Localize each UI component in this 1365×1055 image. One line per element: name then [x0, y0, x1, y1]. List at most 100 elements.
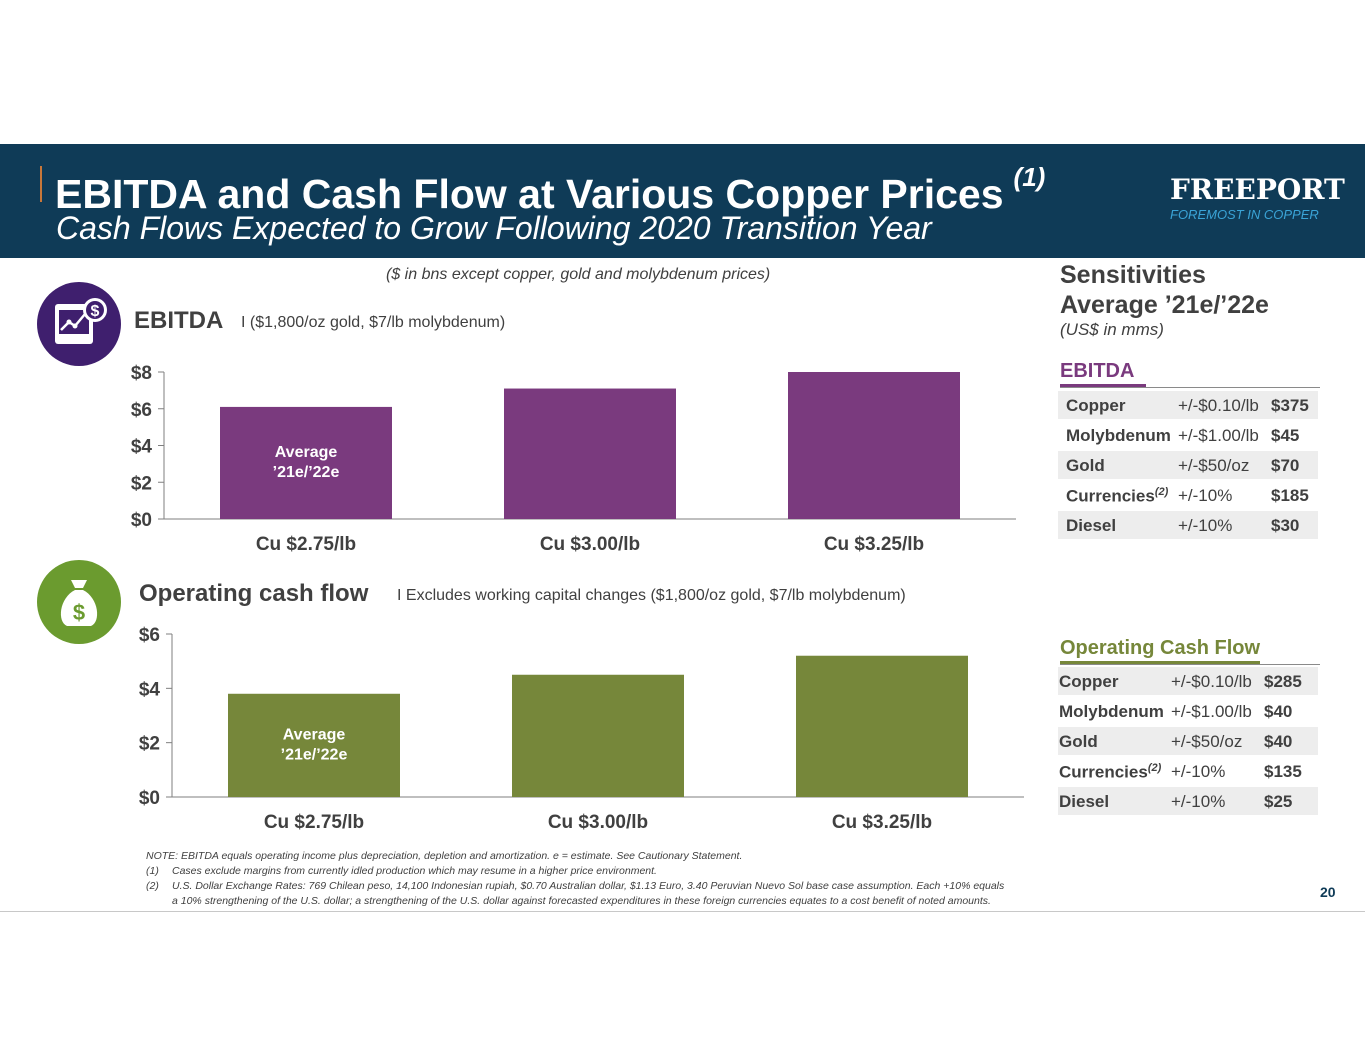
- footer-rule: [0, 911, 1365, 912]
- title-accent-bar: [40, 166, 42, 202]
- ocf-sensitivity-row: Currencies(2) +/-10% $135: [1058, 757, 1318, 785]
- ebitda-y-tick-label: $4: [131, 437, 153, 458]
- page-subtitle: Cash Flows Expected to Grow Following 20…: [56, 210, 932, 246]
- sensitivity-value: $185: [1271, 486, 1309, 505]
- sensitivity-value: $45: [1271, 426, 1300, 445]
- ocf-bar-annotation: Average: [283, 726, 346, 743]
- sensitivity-value: $40: [1264, 732, 1293, 751]
- sensitivity-change: +/-$50/oz: [1171, 732, 1243, 751]
- ocf-bar: [796, 655, 968, 797]
- sensitivity-change: +/-10%: [1178, 486, 1233, 505]
- sensitivity-value: $135: [1264, 762, 1302, 781]
- sensitivities-title: Sensitivities Average ’21e/’22e: [1060, 260, 1269, 320]
- ocf-y-tick-label: $0: [139, 788, 160, 809]
- sensitivity-item: Diesel: [1059, 792, 1110, 811]
- ocf-sensitivity-row: Diesel +/-10% $25: [1058, 787, 1318, 815]
- footnote-1-number: (1): [146, 865, 159, 877]
- footnote-2-number: (2): [146, 880, 159, 892]
- sensitivity-change: +/-10%: [1171, 792, 1226, 811]
- sensitivity-item: Molybdenum: [1066, 426, 1171, 445]
- ebitda-category-label: Cu $3.00/lb: [540, 534, 640, 555]
- footnote-2-continued: a 10% strengthening of the U.S. dollar; …: [172, 895, 991, 907]
- ebitda-category-label: Cu $3.25/lb: [824, 534, 924, 555]
- ocf-sensitivity-row: Molybdenum +/-$1.00/lb $40: [1058, 697, 1318, 725]
- ebitda-heading-underline: [1060, 384, 1146, 388]
- ebitda-subtitle: I ($1,800/oz gold, $7/lb molybdenum): [241, 314, 506, 331]
- sensitivity-change: +/-$1.00/lb: [1171, 702, 1252, 721]
- footnote-2-text-line1: U.S. Dollar Exchange Rates: 769 Chilean …: [172, 880, 1005, 892]
- sensitivities-title-line1: Sensitivities: [1060, 261, 1206, 289]
- sensitivity-change: +/-$0.10/lb: [1178, 396, 1259, 415]
- sensitivity-value: $375: [1271, 396, 1309, 415]
- ebitda-heading-rule: [1060, 387, 1320, 388]
- ocf-heading-rule: [1060, 664, 1320, 665]
- ebitda-y-tick-label: $6: [131, 400, 152, 421]
- sensitivity-item: Gold: [1066, 456, 1105, 475]
- sensitivity-value: $30: [1271, 516, 1300, 535]
- freeport-logo: FREEPORT FOREMOST IN COPPER: [1170, 173, 1345, 223]
- footnote-note: NOTE: EBITDA equals operating income plu…: [146, 850, 743, 862]
- sensitivity-change: +/-$1.00/lb: [1178, 426, 1259, 445]
- sensitivity-item-note: (2): [1147, 762, 1162, 774]
- sensitivity-change: +/-$0.10/lb: [1171, 672, 1252, 691]
- ebitda-sensitivity-row: Currencies(2) +/-10% $185: [1058, 481, 1318, 509]
- ebitda-y-tick-label: $0: [131, 510, 152, 531]
- sensitivity-change: +/-10%: [1171, 762, 1226, 781]
- svg-text:$: $: [73, 600, 85, 625]
- ocf-y-tick-label: $4: [139, 679, 161, 700]
- ocf-category-label: Cu $2.75/lb: [264, 812, 364, 833]
- ocf-y-tick-label: $6: [139, 625, 160, 646]
- sensitivity-value: $40: [1264, 702, 1293, 721]
- ebitda-bar: [788, 372, 960, 519]
- svg-text:$: $: [91, 303, 100, 320]
- page-title: EBITDA and Cash Flow at Various Copper P…: [55, 162, 1046, 217]
- ebitda-sensitivity-row: Gold +/-$50/oz $70: [1058, 451, 1318, 479]
- ebitda-title: EBITDA: [134, 307, 224, 334]
- footnotes: NOTE: EBITDA equals operating income plu…: [146, 849, 1004, 909]
- sensitivity-change: +/-$50/oz: [1178, 456, 1250, 475]
- dollar-chart-icon: $: [37, 282, 121, 366]
- sensitivity-value: $285: [1264, 672, 1302, 691]
- logo-tagline: FOREMOST IN COPPER: [1170, 207, 1319, 222]
- sensitivity-item: Copper: [1059, 672, 1119, 691]
- ebitda-table-heading: EBITDA: [1060, 360, 1135, 382]
- sensitivity-item-note: (2): [1154, 486, 1169, 498]
- footnote-1-text: Cases exclude margins from currently idl…: [172, 865, 657, 877]
- ebitda-y-tick-label: $8: [131, 363, 152, 384]
- money-bag-icon: $: [37, 560, 121, 644]
- ocf-title: Operating cash flow: [139, 580, 369, 607]
- logo-name: FREEPORT: [1170, 173, 1345, 206]
- ebitda-y-tick-label: $2: [131, 473, 152, 494]
- ocf-category-label: Cu $3.25/lb: [832, 812, 932, 833]
- sensitivity-item: Currencies(2): [1066, 486, 1169, 506]
- ocf-subtitle: I Excludes working capital changes ($1,8…: [397, 587, 906, 604]
- ocf-bar: [512, 674, 684, 797]
- ocf-sensitivity-row: Copper +/-$0.10/lb $285: [1058, 667, 1318, 695]
- sensitivity-item: Currencies(2): [1059, 762, 1162, 782]
- ocf-y-tick-label: $2: [139, 734, 160, 755]
- ebitda-bar: [220, 406, 392, 519]
- ocf-category-label: Cu $3.00/lb: [548, 812, 648, 833]
- sensitivity-item: Copper: [1066, 396, 1126, 415]
- ebitda-bar: [504, 388, 676, 519]
- ebitda-sensitivity-row: Molybdenum +/-$1.00/lb $45: [1058, 421, 1318, 449]
- sensitivity-item: Molybdenum: [1059, 702, 1164, 721]
- ebitda-bar-annotation: Average: [275, 444, 338, 461]
- ocf-bar: [228, 693, 400, 797]
- unit-note: ($ in bns except copper, gold and molybd…: [386, 266, 771, 283]
- sensitivity-item: Diesel: [1066, 516, 1117, 535]
- header-band: EBITDA and Cash Flow at Various Copper P…: [0, 144, 1365, 258]
- sensitivity-value: $25: [1264, 792, 1293, 811]
- sensitivities-unit: (US$ in mms): [1060, 320, 1164, 339]
- ebitda-category-label: Cu $2.75/lb: [256, 534, 356, 555]
- sensitivity-item: Gold: [1059, 732, 1098, 751]
- footnote-1: (1) Cases exclude margins from currently …: [146, 864, 1004, 879]
- footnote-2: (2) U.S. Dollar Exchange Rates: 769 Chile…: [146, 879, 1004, 894]
- page-number: 20: [1320, 884, 1336, 900]
- ocf-sensitivity-row: Gold +/-$50/oz $40: [1058, 727, 1318, 755]
- sensitivity-change: +/-10%: [1178, 516, 1233, 535]
- ocf-table-heading: Operating Cash Flow: [1060, 637, 1261, 659]
